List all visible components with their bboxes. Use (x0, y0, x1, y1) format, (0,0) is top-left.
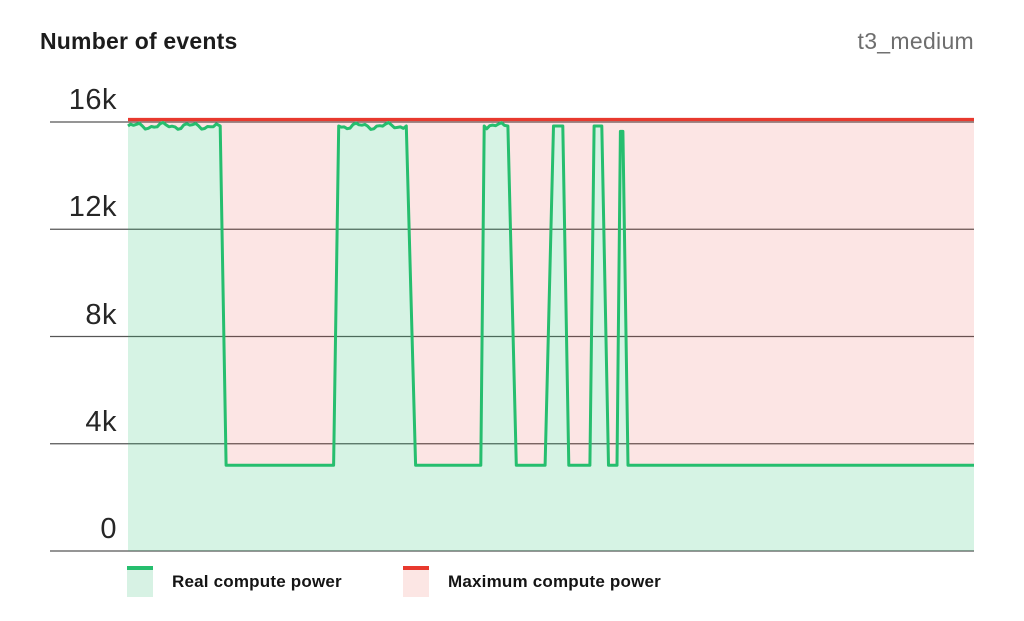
chart-legend: Real compute power Maximum compute power (0, 566, 1024, 606)
legend-item-max-compute[interactable]: Maximum compute power (403, 566, 661, 597)
legend-label-max-compute: Maximum compute power (448, 571, 661, 591)
legend-item-real-compute[interactable]: Real compute power (127, 566, 342, 597)
max-compute-swatch (403, 566, 429, 597)
chart-title: Number of events (40, 28, 238, 54)
real-compute-area-fill (128, 122, 974, 551)
real-compute-line (127, 121, 974, 467)
real-compute-swatch (127, 566, 153, 597)
max-compute-area-fill (128, 119, 974, 466)
legend-label-real-compute: Real compute power (172, 571, 342, 591)
instance-label: t3_medium (857, 28, 974, 54)
